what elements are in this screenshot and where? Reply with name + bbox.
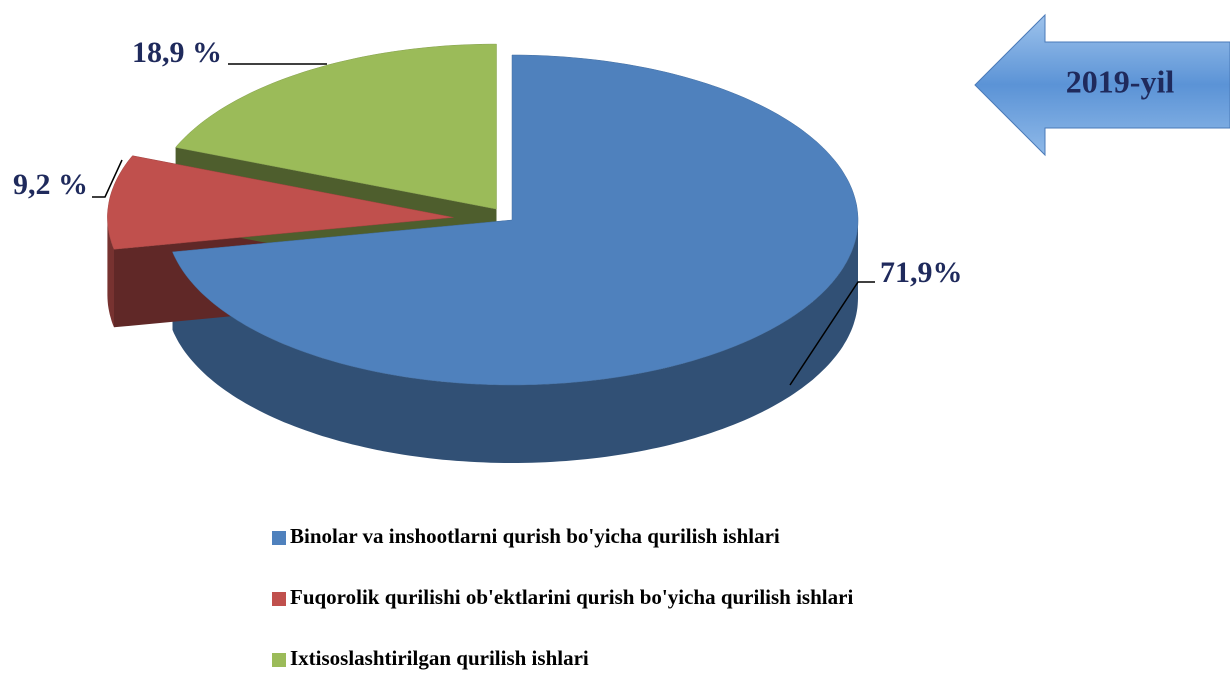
annotation-arrow: 2019-yil [974,13,1230,157]
legend-swatch [272,531,286,545]
slice-side [172,220,858,463]
legend-swatch [272,653,286,667]
data-label: 71,9% [880,256,963,289]
data-label: 18,9 % [132,36,222,69]
legend-label: Fuqorolik qurilishi ob'ektlarini qurish … [290,585,853,609]
leader-line [789,281,875,386]
slice-side [107,217,114,328]
annotation: 2019-yil [1066,63,1175,99]
slice [175,43,497,210]
legend-label: Binolar va inshootlarni qurish bo'yicha … [290,524,780,548]
slice [107,155,454,250]
leader-line [92,159,123,198]
data-label: 9,2 % [13,168,88,201]
legend-label: Ixtisoslashtirilgan qurilish ishlari [290,646,589,670]
slice [172,54,859,386]
legend-swatch [272,592,286,606]
